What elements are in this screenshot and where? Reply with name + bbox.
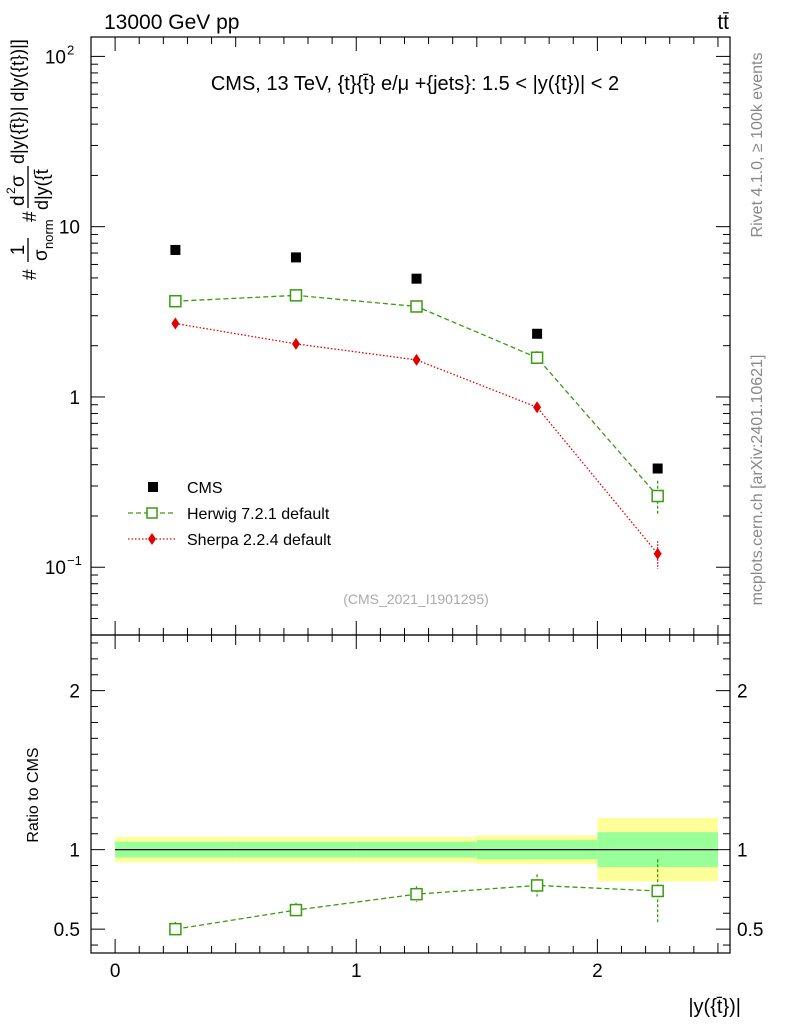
ylabel-hash2: # bbox=[20, 211, 41, 222]
ylabel-sigma2: σ bbox=[8, 175, 29, 187]
y-tick-label-ratio-right: 0.5 bbox=[737, 920, 763, 941]
process-label: tt̄ bbox=[717, 11, 729, 34]
legend-herwig-label: Herwig 7.2.1 default bbox=[187, 506, 330, 523]
legend-cms-label: CMS bbox=[187, 480, 223, 497]
ylabel-tail: d|y({t̄})| d|y({t})|] bbox=[8, 39, 28, 164]
data-point-sherpa bbox=[291, 337, 300, 350]
data-point-herwig bbox=[289, 289, 303, 302]
x-tick-label: 0 bbox=[110, 961, 121, 982]
data-point-cms bbox=[411, 273, 422, 284]
legend-sherpa-label: Sherpa 2.2.4 default bbox=[187, 532, 332, 549]
legend-herwig-marker bbox=[146, 507, 158, 519]
series-line-2 bbox=[175, 322, 659, 555]
y-tick-label-main: 10 −1 bbox=[45, 553, 82, 579]
y-tick-label-ratio-right: 1 bbox=[737, 841, 748, 862]
data-point-sherpa bbox=[171, 317, 180, 330]
ratio-point-herwig bbox=[289, 903, 303, 917]
plot-title: CMS, 13 TeV, {t}{t̄} e/μ +{jets}: 1.5 < … bbox=[211, 73, 619, 95]
y-tick-label-main-exp: 2 bbox=[67, 42, 74, 57]
energy-label: 13000 GeV pp bbox=[104, 11, 239, 34]
y-tick-label-ratio: 2 bbox=[69, 682, 80, 703]
mcplots-label: mcplots.cern.ch [arXiv:2401.10621] bbox=[749, 355, 766, 606]
x-axis-label: |y({t̄})| bbox=[688, 996, 741, 1018]
data-point-sherpa bbox=[412, 353, 421, 366]
y-tick-label-main-base: 10 bbox=[45, 558, 66, 579]
y-tick-label-main-base: 10 bbox=[45, 47, 66, 68]
ratio-plot: 0.5 0.5 1 1 2 2 0 1 2 Ratio to CMS |y({t̄})| bbox=[25, 634, 763, 1018]
data-point-sherpa bbox=[533, 401, 542, 414]
y-axis-label-main: # 1 σ norm # d 2 σ d|y({t̄ d|y({t̄})| d|… bbox=[4, 39, 56, 280]
x-tick-label: 1 bbox=[351, 961, 362, 982]
rivet-label: Rivet 4.1.0, ≥ 100k events bbox=[749, 53, 766, 238]
y-tick-label-main: 1 bbox=[69, 388, 80, 409]
y-tick-label-main: 10 2 bbox=[45, 42, 74, 68]
data-point-herwig bbox=[530, 351, 544, 364]
ylabel-hash: # bbox=[20, 269, 41, 280]
ylabel-one: 1 bbox=[8, 245, 29, 256]
ylabel-two: 2 bbox=[4, 187, 18, 194]
legend-cms-marker bbox=[148, 482, 158, 492]
ratio-frame bbox=[90, 634, 731, 954]
ylabel-d: d bbox=[8, 195, 29, 206]
y-tick-label-main-base: 10 bbox=[59, 218, 80, 239]
ratio-point-herwig bbox=[410, 887, 423, 901]
legend-entry-sherpa: Sherpa 2.2.4 default bbox=[128, 532, 332, 549]
y-tick-label-main-exp: −1 bbox=[67, 553, 82, 568]
legend-sherpa-marker bbox=[148, 533, 156, 545]
legend-entry-herwig: Herwig 7.2.1 default bbox=[128, 506, 330, 523]
data-point-herwig bbox=[651, 489, 664, 503]
analysis-id: (CMS_2021_I1901295) bbox=[343, 591, 489, 607]
legend: CMS Herwig 7.2.1 default Sherpa 2.2.4 de… bbox=[128, 480, 332, 549]
ratio-point-herwig bbox=[530, 879, 544, 892]
y-tick-label-ratio: 1 bbox=[69, 841, 80, 862]
y-tick-label-ratio: 0.5 bbox=[54, 920, 80, 941]
data-point-cms bbox=[532, 328, 543, 339]
legend-entry-cms: CMS bbox=[148, 480, 223, 497]
data-point-sherpa bbox=[653, 547, 662, 560]
ylabel-denom: d|y({t̄ bbox=[32, 169, 52, 210]
ylabel-norm: norm bbox=[41, 219, 56, 249]
y-tick-label-main: 10 bbox=[59, 218, 80, 239]
data-point-herwig bbox=[410, 300, 423, 313]
data-point-cms bbox=[170, 244, 181, 255]
data-point-cms bbox=[652, 463, 663, 474]
data-point-cms bbox=[290, 252, 301, 263]
y-tick-label-main-base: 1 bbox=[69, 388, 80, 409]
data-point-herwig bbox=[169, 294, 182, 308]
x-tick-label: 2 bbox=[592, 961, 603, 982]
ratio-point-herwig bbox=[651, 884, 664, 898]
y-axis-label-ratio: Ratio to CMS bbox=[25, 747, 42, 842]
ratio-point-herwig bbox=[169, 922, 182, 936]
ylabel-sigma: σ bbox=[31, 249, 52, 261]
y-tick-label-ratio-right: 2 bbox=[737, 682, 748, 703]
